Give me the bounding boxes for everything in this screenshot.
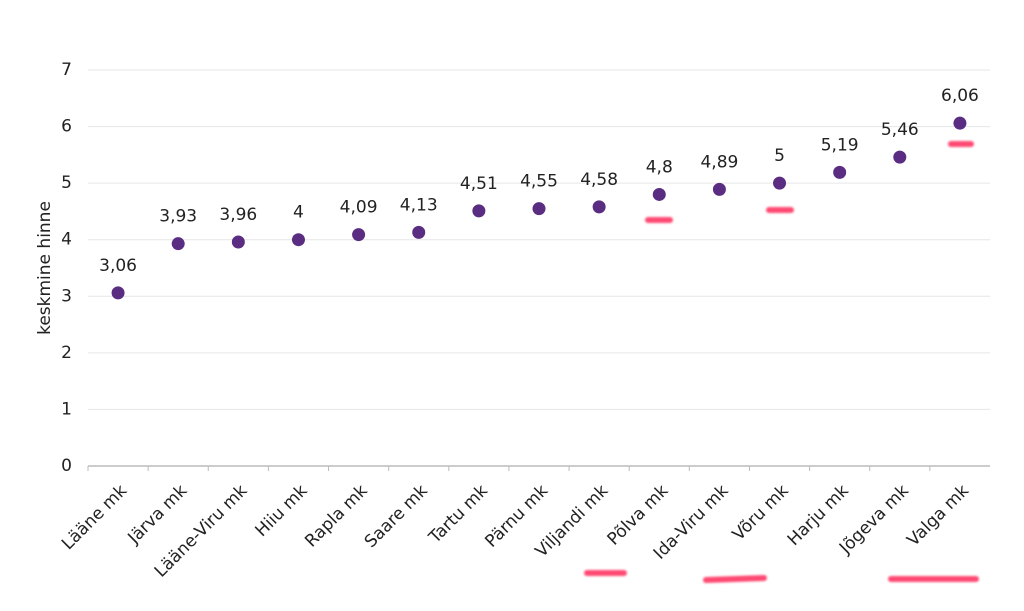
value-label: 4 <box>293 203 304 223</box>
value-label: 4,13 <box>400 195 438 215</box>
x-tick-label: Lääne mk <box>58 481 131 554</box>
dot <box>111 286 125 300</box>
x-tick-label: Hiiu mk <box>252 481 312 541</box>
value-label: 5,19 <box>821 135 859 155</box>
dot <box>352 228 366 242</box>
highlight-mark <box>703 575 767 583</box>
dot <box>773 176 787 190</box>
y-tick-label: 3 <box>61 286 72 306</box>
y-tick-label: 5 <box>61 173 72 193</box>
dot <box>291 233 305 247</box>
x-tick-label: Saare mk <box>361 481 432 552</box>
highlights <box>584 141 979 583</box>
value-label: 4,58 <box>580 170 618 190</box>
dot <box>532 202 546 216</box>
value-label: 3,93 <box>159 207 197 227</box>
dot <box>712 182 726 196</box>
dot <box>893 150 907 164</box>
dot <box>592 200 606 214</box>
y-tick-label: 6 <box>61 117 72 137</box>
y-tick-label: 7 <box>61 60 72 80</box>
y-tick-label: 1 <box>61 399 72 419</box>
value-label: 5,46 <box>881 120 919 140</box>
dot <box>231 235 245 249</box>
value-label: 4,89 <box>700 152 738 172</box>
value-label: 4,8 <box>646 157 673 177</box>
value-label: 3,96 <box>219 205 257 225</box>
dot <box>652 187 666 201</box>
dot <box>171 237 185 251</box>
value-label: 4,51 <box>460 174 498 194</box>
x-tick-label: Valga mk <box>903 481 973 551</box>
dot <box>412 225 426 239</box>
x-tick-label: Rapla mk <box>301 481 372 552</box>
y-axis-label: keskmine hinne <box>35 201 55 335</box>
value-label: 4,09 <box>340 198 378 218</box>
y-tick-label: 0 <box>61 456 72 476</box>
y-tick-label: 4 <box>61 230 72 250</box>
dot <box>472 204 486 218</box>
value-label: 3,06 <box>99 256 137 276</box>
dot <box>833 165 847 179</box>
value-label: 4,55 <box>520 172 558 192</box>
value-label: 6,06 <box>941 86 979 106</box>
y-tick-label: 2 <box>61 343 72 363</box>
value-label: 5 <box>774 146 785 166</box>
dot <box>953 116 967 130</box>
